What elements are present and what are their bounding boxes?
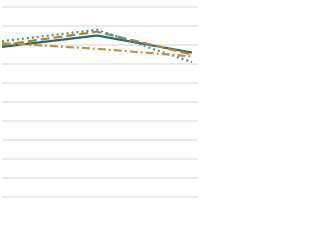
series-line bbox=[1, 30, 193, 56]
page: {"chart_data": {"type": "line", "categor… bbox=[1, 6, 198, 198]
chart bbox=[1, 6, 198, 198]
series-line bbox=[1, 28, 193, 64]
